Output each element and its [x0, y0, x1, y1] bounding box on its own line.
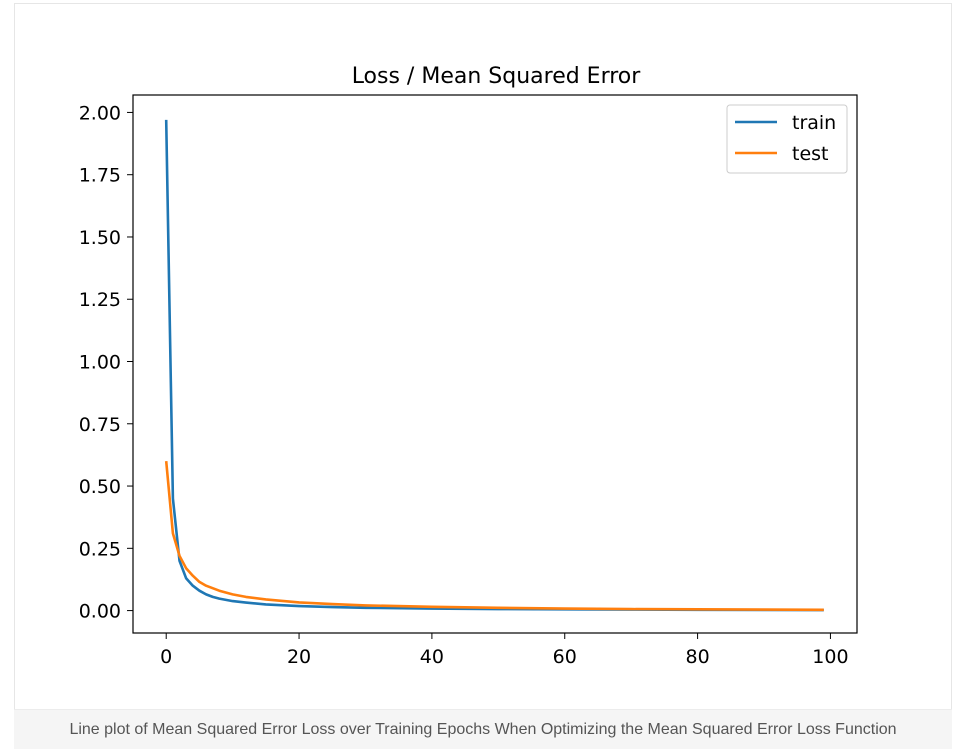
- y-tick-label: 1.25: [79, 289, 121, 311]
- y-tick-label: 0.75: [79, 414, 121, 436]
- x-tick-label: 20: [287, 646, 311, 668]
- y-tick-label: 1.50: [79, 227, 121, 249]
- legend: train test: [726, 104, 848, 174]
- series-line-test: [164, 460, 824, 612]
- figure-caption: Line plot of Mean Squared Error Loss ove…: [69, 720, 897, 738]
- chart-title: Loss / Mean Squared Error: [352, 64, 642, 89]
- x-tick-label: 40: [420, 646, 444, 668]
- x-tick-label: 0: [160, 646, 172, 668]
- y-tick-label: 0.50: [79, 476, 121, 498]
- series-line-train: [164, 119, 824, 612]
- lines-layer: [164, 119, 824, 612]
- legend-label-train: train: [792, 112, 836, 134]
- y-tick-label: 0.25: [79, 538, 121, 560]
- legend-label-test: test: [792, 143, 829, 165]
- x-tick-label: 80: [685, 646, 709, 668]
- y-tick-label: 1.00: [79, 352, 121, 374]
- plot-frame: [132, 94, 858, 634]
- caption-bar: Line plot of Mean Squared Error Loss ove…: [14, 709, 952, 749]
- y-tick-label: 1.75: [79, 165, 121, 187]
- line-chart: Loss / Mean Squared Error 0 20 40 60 80 100 0.…: [79, 64, 858, 668]
- x-tick-label: 60: [553, 646, 577, 668]
- ticks-layer: 0 20 40 60 80 100 0.00 0.25 0.50 0.75 1.00 1.25 1.50…: [79, 102, 849, 668]
- y-tick-label: 0.00: [79, 601, 121, 623]
- x-tick-label: 100: [812, 646, 848, 668]
- y-tick-label: 2.00: [79, 102, 121, 124]
